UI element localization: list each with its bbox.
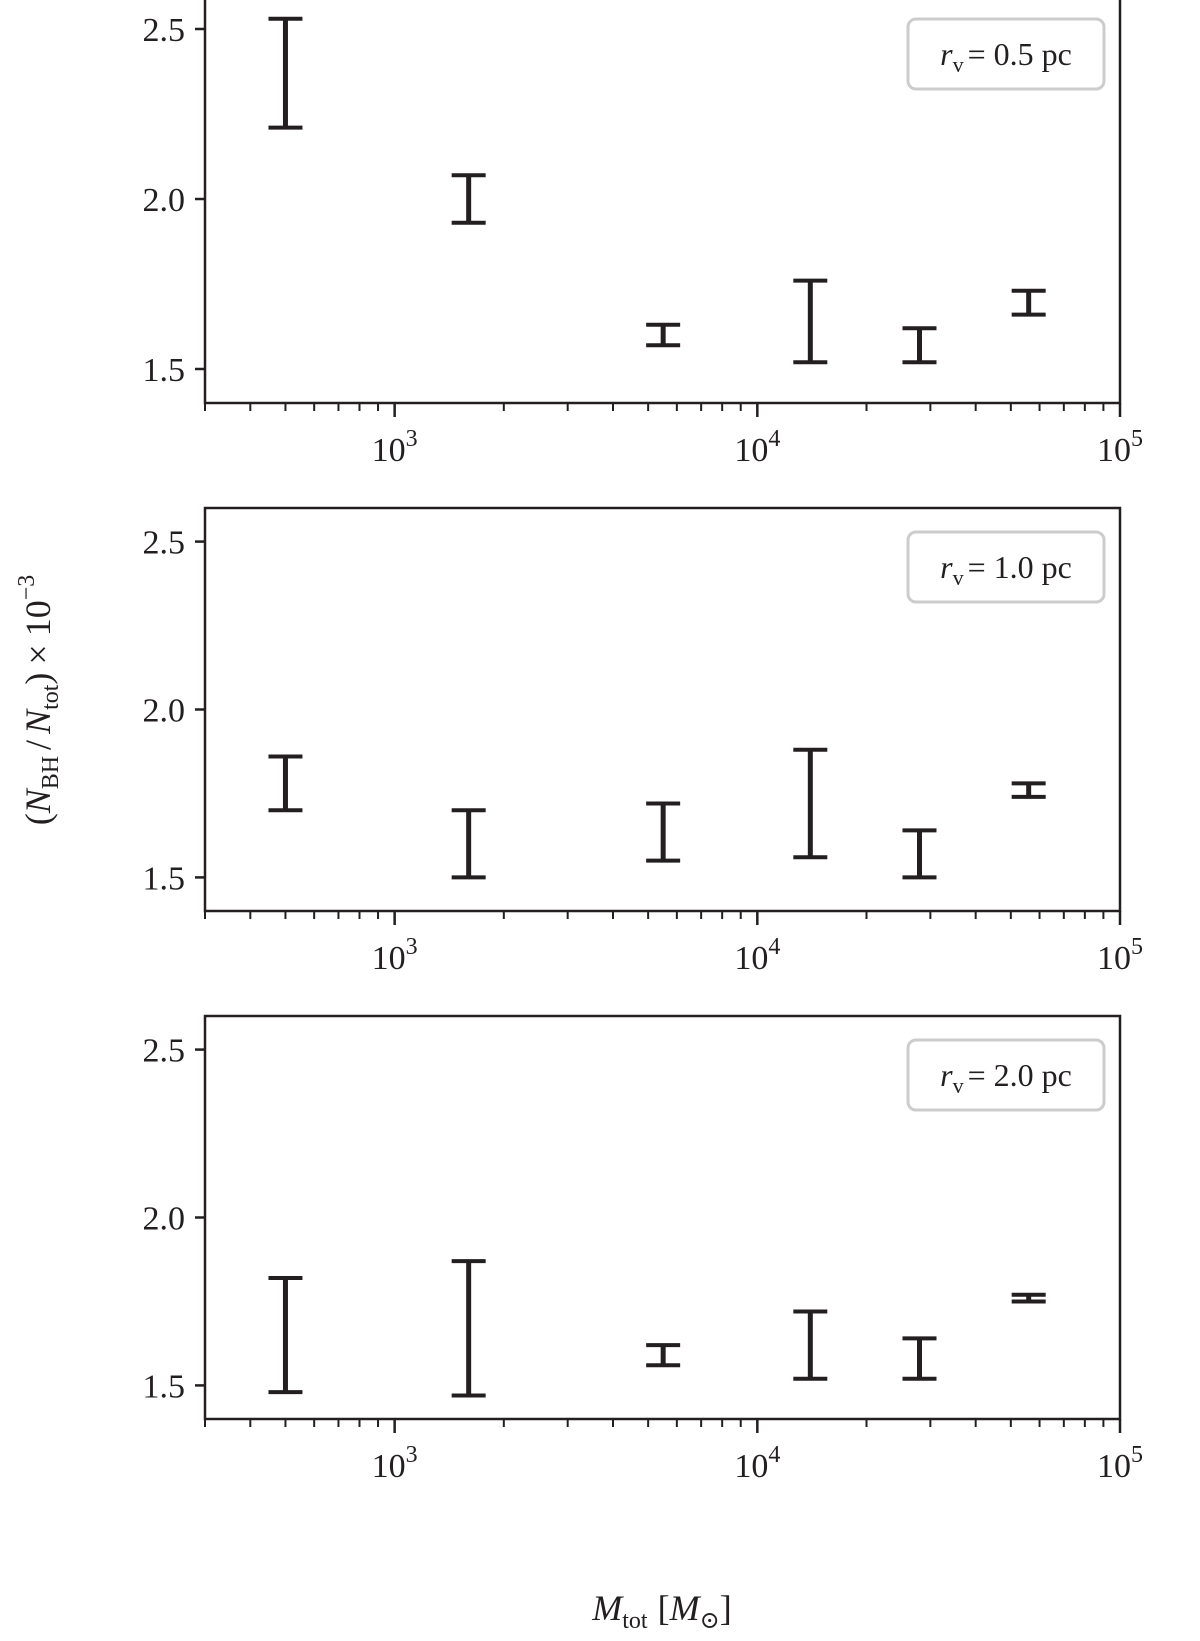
legend-box — [906, 1038, 1106, 1112]
errorbar — [902, 1336, 937, 1381]
x-tick-label: 103 — [372, 1442, 418, 1485]
errorbar — [793, 1309, 828, 1381]
x-axis-label: Mtot [M⊙] — [591, 1588, 731, 1634]
x-tick-label: 103 — [372, 426, 418, 469]
errorbar — [451, 808, 486, 880]
legend-label: rv = 2.0 pc — [940, 1057, 1072, 1098]
errorbar — [646, 322, 681, 348]
errorbar — [646, 1343, 681, 1368]
legend-label: rv = 0.5 pc — [940, 36, 1072, 77]
errorbar — [451, 1259, 486, 1398]
y-tick-label: 2.5 — [143, 525, 186, 562]
legend-box — [906, 17, 1106, 91]
panels: 1.5 2.0 2.5 103 104 105 rv = 0.5 pc 1.5 2.0 2.5 103… — [143, 0, 1143, 1485]
y-tick-label: 2.0 — [143, 182, 186, 219]
x-tick-label: 105 — [1097, 1442, 1143, 1485]
legend: rv = 0.5 pc — [906, 17, 1106, 91]
errorbar — [1011, 288, 1046, 317]
errorbar — [268, 754, 303, 813]
errorbar — [646, 801, 681, 863]
legend: rv = 1.0 pc — [906, 530, 1106, 604]
errorbar — [902, 326, 937, 365]
errorbar — [268, 1275, 303, 1395]
errorbar — [793, 278, 828, 365]
errorbar — [793, 747, 828, 860]
y-tick-label: 1.5 — [143, 860, 186, 897]
errorbar — [451, 173, 486, 225]
errorbar — [1011, 781, 1046, 799]
x-tick-label: 104 — [734, 426, 780, 469]
panel-3: 1.5 2.0 2.5 103 104 105 rv = 2.0 pc — [143, 1014, 1143, 1485]
y-tick-label: 2.0 — [143, 693, 186, 730]
x-tick-label: 104 — [734, 1442, 780, 1485]
legend-label: rv = 1.0 pc — [940, 549, 1072, 590]
x-tick-label: 103 — [372, 934, 418, 977]
errorbar — [1011, 1292, 1046, 1304]
y-tick-label: 2.5 — [143, 1033, 186, 1070]
y-axis-label: (NBH/Ntot)×10−3 — [14, 575, 64, 826]
legend-box — [906, 530, 1106, 604]
y-tick-label: 1.5 — [143, 352, 186, 389]
errorbar — [902, 828, 937, 880]
y-tick-label: 2.0 — [143, 1201, 186, 1238]
panel-1: 1.5 2.0 2.5 103 104 105 rv = 0.5 pc — [143, 0, 1143, 469]
x-tick-label: 105 — [1097, 426, 1143, 469]
x-tick-label: 105 — [1097, 934, 1143, 977]
errorbar — [268, 16, 303, 130]
y-tick-label: 1.5 — [143, 1368, 186, 1405]
panel-2: 1.5 2.0 2.5 103 104 105 rv = 1.0 pc — [143, 506, 1143, 977]
y-tick-label: 2.5 — [143, 12, 186, 49]
legend: rv = 2.0 pc — [906, 1038, 1106, 1112]
x-tick-label: 104 — [734, 934, 780, 977]
